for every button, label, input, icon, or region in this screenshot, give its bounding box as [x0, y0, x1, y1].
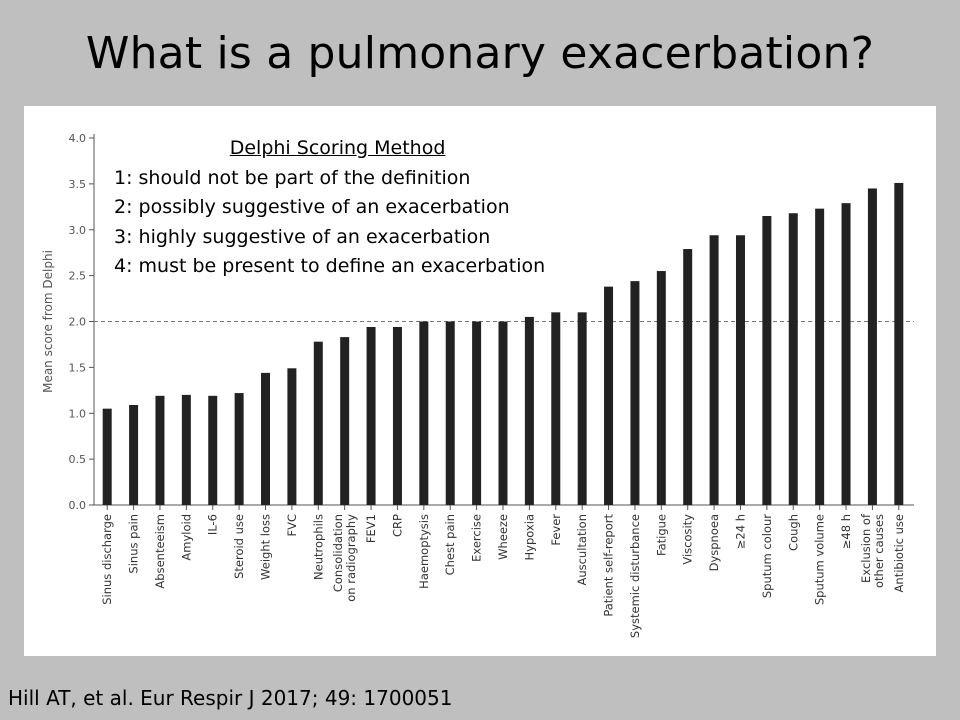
- bar: [656, 271, 666, 505]
- bar: [129, 404, 139, 505]
- legend-item: 1: should not be part of the definition: [114, 166, 471, 189]
- x-tick-label: Wheeze: [496, 514, 510, 560]
- x-tick-label: FEV1: [364, 514, 378, 543]
- x-tick-label: Exercise: [470, 514, 484, 562]
- slide-title: What is a pulmonary exacerbation?: [85, 28, 875, 79]
- bar: [340, 337, 350, 505]
- bar: [762, 215, 772, 506]
- bar: [472, 321, 482, 505]
- x-tick-label: Sputum colour: [760, 514, 774, 598]
- bar: [181, 394, 191, 505]
- x-tick-label: Haemoptysis: [417, 514, 431, 589]
- x-tick-label: Sputum volume: [813, 514, 827, 605]
- x-tick-label: Patient self-report: [602, 514, 616, 617]
- bar: [867, 188, 877, 505]
- y-tick-label: 2.0: [69, 316, 87, 329]
- bar: [630, 281, 640, 505]
- x-tick-label: Exclusion of: [859, 513, 873, 583]
- y-axis-label: Mean score from Delphi: [41, 250, 55, 393]
- bar: [841, 203, 851, 505]
- x-tick-label: on radiography: [344, 514, 358, 602]
- x-tick-label: Neutrophils: [311, 514, 325, 580]
- bar: [392, 327, 402, 505]
- legend-item: 3: highly suggestive of an exacerbation: [114, 225, 491, 248]
- y-tick-label: 0.0: [69, 499, 87, 512]
- bar: [366, 327, 376, 505]
- x-tick-label: ≥48 h: [839, 514, 853, 549]
- y-tick-label: 3.5: [69, 178, 87, 191]
- bar: [524, 316, 534, 505]
- y-tick-label: 0.5: [69, 453, 87, 466]
- bar: [683, 249, 693, 505]
- x-tick-label: CRP: [390, 514, 404, 537]
- x-tick-label: Cough: [786, 514, 800, 551]
- y-tick-label: 3.0: [69, 224, 87, 237]
- bar: [313, 341, 323, 505]
- bar: [788, 213, 798, 506]
- y-tick-label: 1.0: [69, 407, 87, 420]
- x-tick-label: Viscosity: [681, 514, 695, 565]
- x-tick-label: Sinus pain: [127, 514, 141, 574]
- bar: [261, 372, 271, 505]
- bar: [155, 395, 165, 505]
- x-tick-label: Weight loss: [259, 514, 273, 580]
- bar: [577, 312, 587, 505]
- bar: [208, 395, 218, 505]
- bar: [287, 368, 297, 505]
- x-tick-label: Chest pain: [443, 514, 457, 575]
- bar: [102, 408, 112, 505]
- bar: [894, 182, 904, 505]
- x-tick-label: ≥24 h: [733, 514, 747, 549]
- x-tick-label: Antibiotic use: [892, 514, 906, 592]
- x-tick-label: Hypoxia: [522, 514, 536, 560]
- bar: [234, 393, 244, 505]
- x-tick-label: Amyloid: [179, 514, 193, 561]
- x-tick-label: FVC: [285, 514, 299, 537]
- x-tick-label: Fatigue: [654, 514, 668, 556]
- x-tick-label: Consolidation: [331, 514, 345, 592]
- x-tick-label: Steroid use: [232, 514, 246, 579]
- x-tick-label: other causes: [872, 514, 886, 588]
- citation: Hill AT, et al. Eur Respir J 2017; 49: 1…: [8, 686, 453, 710]
- figure-panel: 0.0 0.5 1.0 1.5 2.0 2.5 3.0 3.5 4.0 Mean score fr…: [24, 106, 936, 656]
- y-tick-label: 2.5: [69, 270, 87, 283]
- bar: [735, 235, 745, 505]
- bar: [815, 208, 825, 505]
- legend-item: 4: must be present to define an exacerba…: [114, 255, 546, 277]
- bar: [709, 235, 719, 505]
- bar: [604, 286, 614, 505]
- delphi-legend: Delphi Scoring Method 1: should not be p…: [114, 134, 545, 282]
- legend-item: 2: possibly suggestive of an exacerbatio…: [114, 196, 510, 218]
- x-tick-label: Auscultation: [575, 514, 589, 586]
- x-tick-label: Absenteeism: [153, 514, 167, 589]
- y-tick-label: 4.0: [69, 132, 87, 145]
- x-tick-label: Fever: [549, 514, 563, 546]
- bar: [419, 321, 429, 505]
- bar: [551, 312, 561, 505]
- bar-chart: 0.0 0.5 1.0 1.5 2.0 2.5 3.0 3.5 4.0 Mean score fr…: [41, 132, 914, 638]
- x-tick-label: Systemic disturbance: [628, 514, 642, 638]
- y-tick-label: 1.5: [69, 361, 87, 374]
- x-tick-label: Sinus discharge: [100, 514, 114, 605]
- legend-title: Delphi Scoring Method: [229, 137, 446, 159]
- x-tick-label: Dyspnoea: [707, 514, 721, 571]
- x-tick-label: IL-6: [206, 514, 220, 535]
- bar: [445, 321, 455, 505]
- bar: [498, 321, 508, 505]
